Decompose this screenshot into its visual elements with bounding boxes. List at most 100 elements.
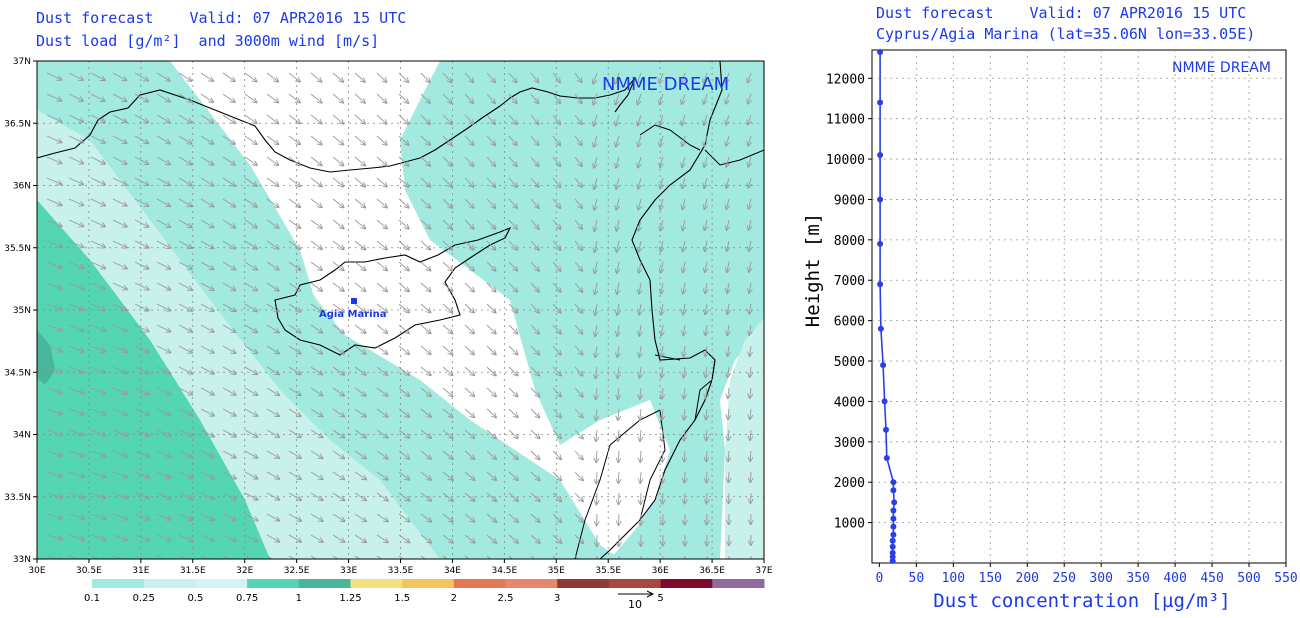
wind-arrow	[244, 261, 257, 270]
wind-arrow	[442, 345, 453, 354]
wind-arrow	[464, 387, 474, 396]
wind-arrow	[46, 471, 62, 477]
wind-arrow	[616, 156, 619, 168]
wind-arrow	[222, 513, 236, 520]
wind-arrow	[684, 387, 685, 399]
wind-arrow	[640, 450, 641, 462]
wind-arrow	[728, 366, 729, 377]
wind-arrow	[442, 135, 452, 145]
wind-arrow	[156, 114, 170, 123]
wind-arrow	[661, 261, 663, 273]
lon-tick-label: 35E	[548, 566, 565, 576]
wind-arrow	[68, 429, 84, 435]
y-tick-label: 12000	[826, 72, 865, 87]
wind-arrow	[508, 219, 517, 229]
wind-arrow	[398, 450, 409, 459]
wind-arrow	[749, 219, 751, 230]
wind-arrow	[508, 450, 518, 459]
wind-arrow	[178, 93, 192, 102]
wind-arrow	[134, 72, 148, 81]
wind-arrow	[594, 177, 597, 189]
wind-arrow	[134, 177, 148, 185]
wind-arrow	[682, 156, 685, 167]
wind-arrow	[332, 240, 344, 249]
wind-arrow	[112, 303, 127, 310]
wind-arrow	[244, 534, 258, 542]
series-point	[877, 152, 884, 158]
wind-arrow	[266, 261, 279, 270]
wind-arrow	[376, 429, 388, 438]
wind-arrow	[156, 450, 171, 457]
wind-arrow	[376, 345, 387, 354]
wind-arrow	[288, 513, 301, 521]
wind-arrow	[464, 303, 474, 313]
wind-arrow	[376, 471, 388, 480]
wind-arrow	[659, 72, 663, 83]
wind-arrow	[332, 177, 344, 187]
wind-arrow	[178, 408, 192, 416]
wind-arrow	[222, 261, 235, 270]
wind-arrow	[704, 156, 707, 167]
wind-arrow	[376, 555, 388, 559]
wind-arrow	[310, 240, 322, 249]
wind-arrow	[727, 240, 729, 251]
wind-arrow	[398, 429, 409, 438]
series-point	[877, 281, 884, 288]
wind-arrow	[376, 303, 387, 312]
wind-arrow	[90, 198, 105, 206]
series-point	[889, 558, 896, 564]
y-tick-label: 9000	[834, 193, 865, 208]
wind-arrow	[200, 555, 214, 559]
wind-arrow	[222, 93, 235, 102]
wind-arrow	[727, 219, 729, 230]
dust-band-05	[37, 200, 270, 559]
wind-arrow	[90, 492, 106, 498]
wind-arrow	[552, 534, 562, 543]
wind-arrow	[705, 345, 707, 356]
wind-arrow	[156, 303, 170, 311]
wind-arrow	[420, 408, 431, 417]
colorbar-label: 0.1	[84, 593, 100, 604]
wind-arrow	[46, 93, 61, 101]
wind-arrow	[530, 72, 538, 82]
wind-arrow	[751, 492, 752, 503]
wind-arrow	[398, 555, 410, 559]
wind-arrow	[704, 177, 707, 188]
wind-arrow	[354, 471, 366, 480]
wind-arrow	[178, 72, 192, 81]
wind-arrow	[616, 114, 619, 126]
wind-arrow	[178, 366, 192, 374]
wind-arrow	[728, 345, 730, 356]
lat-tick-label: 33N	[13, 555, 31, 565]
wind-arrow	[332, 198, 344, 207]
wind-arrow	[332, 156, 344, 166]
colorbar-label: 2	[451, 593, 457, 604]
wind-arrow	[266, 345, 279, 354]
wind-arrow	[156, 72, 170, 81]
wind-arrow	[222, 177, 235, 186]
wind-arrow	[68, 303, 84, 310]
wind-arrow	[596, 366, 598, 378]
wind-arrow	[354, 387, 366, 396]
wind-arrow	[156, 240, 170, 248]
wind-arrow	[574, 261, 582, 271]
wind-arrow	[508, 534, 518, 543]
wind-arrow	[134, 261, 149, 269]
wind-arrow	[354, 345, 366, 354]
wind-arrow	[112, 366, 127, 373]
wind-arrow	[639, 345, 641, 357]
wind-arrow	[46, 513, 62, 519]
wind-arrow	[684, 471, 685, 483]
wind-arrow	[244, 219, 257, 228]
series-point	[877, 49, 884, 55]
wind-arrow	[398, 135, 409, 145]
wind-arrow	[244, 324, 257, 332]
wind-arrow	[46, 429, 62, 435]
wind-arrow	[134, 513, 149, 520]
wind-arrow	[641, 492, 642, 504]
wind-arrow	[46, 72, 61, 80]
map-title-line1: Dust forecast Valid: 07 APR2016 15 UTC	[36, 9, 407, 27]
wind-arrow	[594, 135, 597, 147]
wind-arrow	[661, 324, 663, 336]
wind-arrow	[134, 324, 149, 331]
